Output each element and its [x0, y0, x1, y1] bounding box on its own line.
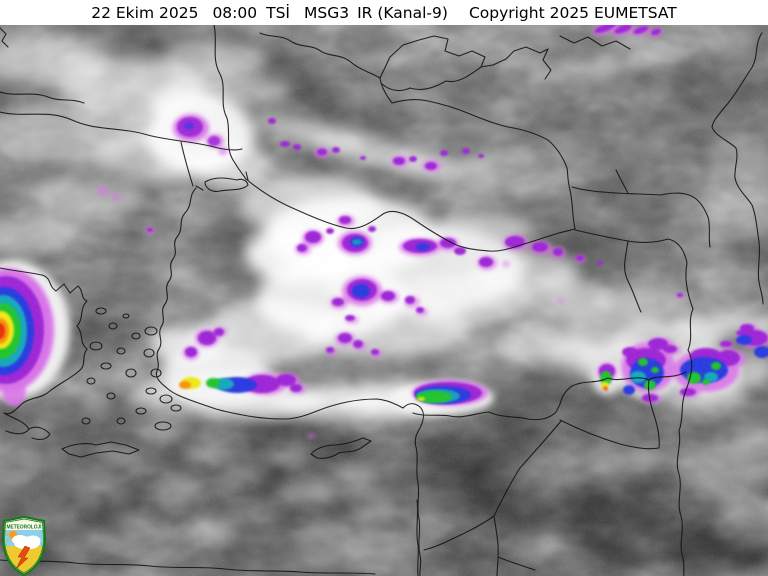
peloponnese-outline	[3, 412, 51, 441]
syria-iraq-jordan-borders	[416, 420, 562, 576]
turkey-north-coast	[245, 178, 576, 252]
channel-name: IR (Kanal-9)	[357, 3, 448, 22]
image-time: 08:00	[212, 3, 258, 22]
iran-border	[676, 308, 694, 576]
lightning-icon	[15, 545, 31, 570]
balkan-borders	[0, 27, 243, 187]
turkey-iraq-border	[559, 371, 687, 450]
cloud-icon	[12, 535, 41, 550]
turkey-georgia-border	[574, 229, 694, 310]
ukraine-coast	[259, 32, 381, 79]
caucasus-border	[571, 169, 711, 248]
russia-blacksea-coast	[379, 77, 549, 141]
logo-text-band	[4, 522, 44, 530]
marmara-sea-outline	[195, 171, 249, 192]
logo-text: METEOROLOJİ	[7, 523, 43, 530]
greece-coast	[0, 267, 88, 415]
crimea-outline	[379, 35, 549, 92]
satellite-name: MSG3	[304, 3, 350, 22]
meteorology-logo: METEOROLOJİ	[1, 515, 47, 576]
crete-outline	[61, 441, 140, 458]
satellite-map	[0, 25, 768, 576]
timezone-label: TSİ	[266, 3, 290, 22]
film-grain	[0, 25, 768, 576]
turkey-syria-border	[412, 403, 561, 421]
west-blacksea-coast	[213, 25, 247, 180]
image-date: 22 Ekim 2025	[91, 3, 199, 22]
caspian-coast	[711, 32, 764, 305]
title-bar: 22 Ekim 2025 08:00 TSİ MSG3 IR (Kanal-9)…	[0, 0, 768, 25]
aegean-islands	[81, 307, 182, 431]
border-lines	[0, 25, 764, 576]
cyprus-outline	[310, 437, 372, 459]
copyright-text: Copyright 2025 EUMETSAT	[468, 3, 677, 22]
armenia-border	[624, 240, 642, 313]
north-africa-coast	[0, 559, 376, 575]
turkey-west-south-coast	[155, 187, 424, 576]
georgia-coast	[547, 139, 576, 230]
azov-coast	[542, 35, 631, 80]
